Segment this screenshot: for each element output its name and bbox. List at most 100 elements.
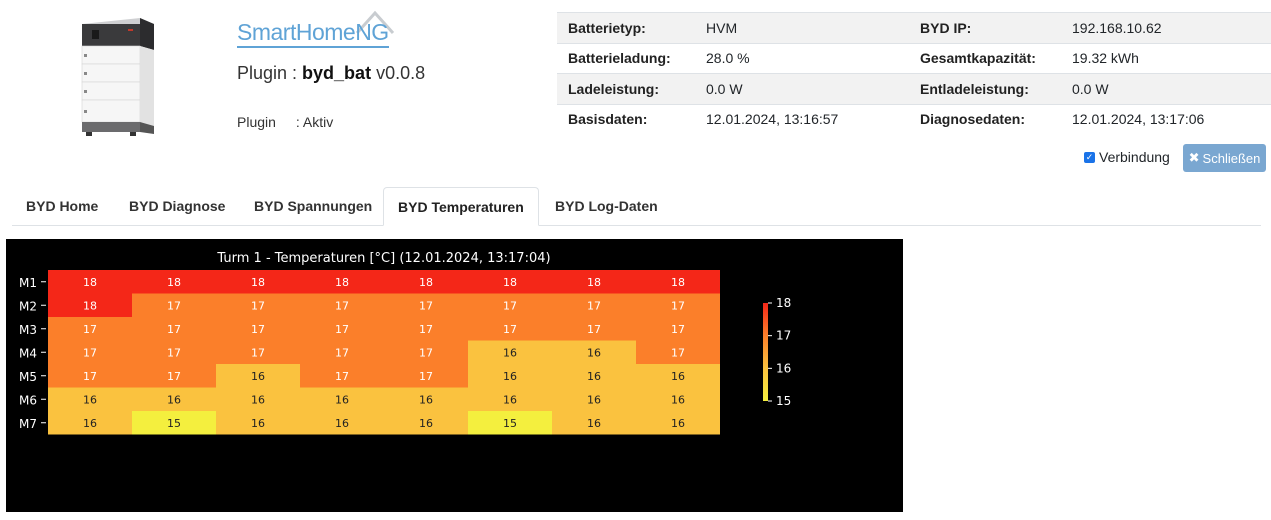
heatmap-cell xyxy=(552,340,636,364)
connection-indicator[interactable]: ✓ Verbindung xyxy=(1084,149,1170,165)
tab-byd-spannungen[interactable]: BYD Spannungen xyxy=(254,198,373,214)
smarthomeng-logo: SmartHomeNG xyxy=(237,9,397,51)
heatmap-cell-label: 16 xyxy=(587,393,601,406)
heatmap-cell xyxy=(384,293,468,317)
heatmap-cell-label: 17 xyxy=(419,299,433,312)
heatmap-cell-label: 16 xyxy=(671,370,685,383)
heatmap-cell-label: 16 xyxy=(503,393,517,406)
tab-byd-log-daten[interactable]: BYD Log-Daten xyxy=(555,198,658,214)
heatmap-cell xyxy=(216,340,300,364)
heatmap-cell xyxy=(468,270,552,294)
tab-bar: BYD Home BYD Diagnose BYD Spannungen BYD… xyxy=(12,187,1261,226)
info-label: Basisdaten: xyxy=(557,103,695,134)
heatmap-cell xyxy=(132,270,216,294)
heatmap-cell-label: 17 xyxy=(251,346,265,359)
tab-byd-home[interactable]: BYD Home xyxy=(26,198,99,214)
heatmap-cell-label: 18 xyxy=(419,276,433,289)
heatmap-cell-label: 16 xyxy=(587,417,601,430)
info-value: 192.168.10.62 xyxy=(1061,12,1271,43)
heatmap-cell xyxy=(384,270,468,294)
heatmap-cell xyxy=(384,364,468,388)
close-button[interactable]: ✖ Schließen xyxy=(1183,144,1266,172)
row-label: M2 xyxy=(19,299,37,313)
heatmap-cell xyxy=(636,340,720,364)
heatmap-cell-label: 16 xyxy=(167,393,181,406)
colorbar-tick-label: 16 xyxy=(776,361,791,375)
heatmap-cell xyxy=(636,387,720,411)
heatmap-cell-label: 18 xyxy=(251,276,265,289)
chart-title: Turm 1 - Temperaturen [°C] (12.01.2024, … xyxy=(216,251,550,266)
colorbar-tick-label: 15 xyxy=(776,394,791,408)
heatmap-cell-label: 16 xyxy=(587,346,601,359)
heatmap-cell xyxy=(468,411,552,435)
heatmap-cell xyxy=(552,293,636,317)
plugin-version: v0.0.8 xyxy=(376,63,426,83)
plugin-prefix: Plugin : xyxy=(237,63,303,83)
close-button-label: Schließen xyxy=(1202,150,1261,166)
row-label: M1 xyxy=(19,276,37,290)
heatmap-cell xyxy=(216,293,300,317)
heatmap-cell xyxy=(132,411,216,435)
plugin-status-value: : Aktiv xyxy=(295,114,334,130)
heatmap-cell xyxy=(384,317,468,341)
plugin-status: Plugin: Aktiv xyxy=(237,114,333,130)
tab-byd-diagnose[interactable]: BYD Diagnose xyxy=(129,198,226,214)
row-label: M5 xyxy=(19,370,37,384)
heatmap-cell-label: 17 xyxy=(83,346,97,359)
info-row: Basisdaten: 12.01.2024, 13:16:57 Diagnos… xyxy=(557,103,1271,134)
heatmap-cell-label: 18 xyxy=(671,276,685,289)
heatmap-cell-label: 17 xyxy=(83,323,97,336)
info-row: Batterieladung: 28.0 % Gesamtkapazität: … xyxy=(557,42,1271,74)
info-label: Entladeleistung: xyxy=(909,73,1061,104)
heatmap-cell xyxy=(384,387,468,411)
tab-byd-temperaturen[interactable]: BYD Temperaturen xyxy=(383,187,539,226)
connection-checkbox[interactable]: ✓ xyxy=(1084,151,1095,163)
heatmap-cell-label: 17 xyxy=(335,346,349,359)
info-value: 12.01.2024, 13:17:06 xyxy=(1061,103,1271,134)
heatmap-cell-label: 16 xyxy=(671,393,685,406)
heatmap-cell-label: 18 xyxy=(587,276,601,289)
heatmap-cell-label: 17 xyxy=(671,323,685,336)
info-label: Batterietyp: xyxy=(557,12,695,43)
heatmap-cell xyxy=(48,364,132,388)
heatmap-cell-label: 17 xyxy=(419,323,433,336)
heatmap-cell-label: 16 xyxy=(251,393,265,406)
heatmap-cell-label: 17 xyxy=(587,299,601,312)
heatmap-cell xyxy=(132,340,216,364)
heatmap-cell xyxy=(552,270,636,294)
heatmap-cell xyxy=(636,293,720,317)
heatmap-cell-label: 18 xyxy=(335,276,349,289)
colorbar-tick-label: 18 xyxy=(776,296,791,310)
heatmap-cell-label: 16 xyxy=(83,417,97,430)
info-label: Ladeleistung: xyxy=(557,73,695,104)
heatmap-cell-label: 16 xyxy=(671,417,685,430)
colorbar xyxy=(763,303,768,401)
close-x-icon: ✖ xyxy=(1188,150,1200,165)
row-label: M6 xyxy=(19,393,37,407)
heatmap-cell xyxy=(216,317,300,341)
heatmap-cell xyxy=(132,293,216,317)
connection-label: Verbindung xyxy=(1099,149,1170,165)
heatmap-cell xyxy=(300,364,384,388)
heatmap-cell xyxy=(636,411,720,435)
heatmap-cell-label: 17 xyxy=(335,370,349,383)
heatmap-cell-label: 17 xyxy=(167,346,181,359)
heatmap-cell-label: 18 xyxy=(503,276,517,289)
heatmap-cell-label: 17 xyxy=(251,323,265,336)
heatmap-cell xyxy=(384,340,468,364)
heatmap-cell-label: 16 xyxy=(419,393,433,406)
info-row: Ladeleistung: 0.0 W Entladeleistung: 0.0… xyxy=(557,73,1271,104)
info-label: Batterieladung: xyxy=(557,42,695,74)
heatmap-cell xyxy=(468,317,552,341)
heatmap-cell-label: 17 xyxy=(335,299,349,312)
heatmap-cell-label: 17 xyxy=(503,323,517,336)
heatmap-cell-label: 17 xyxy=(419,346,433,359)
heatmap-cell xyxy=(216,270,300,294)
info-value: 19.32 kWh xyxy=(1061,42,1271,74)
info-value: 12.01.2024, 13:16:57 xyxy=(695,103,909,134)
heatmap-cell xyxy=(48,293,132,317)
info-label: Diagnosedaten: xyxy=(909,103,1061,134)
heatmap-cell xyxy=(48,317,132,341)
heatmap-cell-label: 15 xyxy=(503,417,517,430)
heatmap-cell xyxy=(552,364,636,388)
